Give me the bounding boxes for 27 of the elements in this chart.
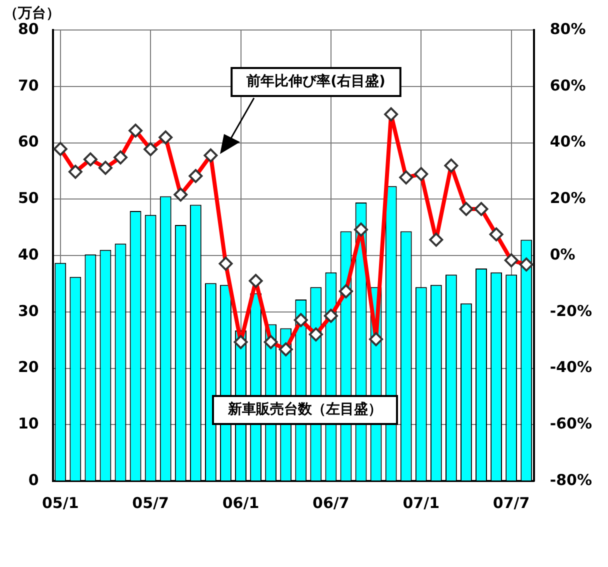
y-tick-label: 20 xyxy=(18,358,39,376)
x-tick-label: 07/7 xyxy=(492,494,530,512)
y-tick-label: 30 xyxy=(18,302,39,320)
x-tick-label: 06/1 xyxy=(222,494,260,512)
x-tick-label: 07/1 xyxy=(402,494,440,512)
x-tick-label: 06/7 xyxy=(312,494,350,512)
y2-tick-label: -20% xyxy=(550,302,592,320)
y2-tick-label: -40% xyxy=(550,358,592,376)
y-tick-label: 70 xyxy=(18,76,39,94)
y-axis-title: （万台） xyxy=(4,6,60,22)
y-tick-label: 60 xyxy=(18,132,39,151)
x-tick-label: 05/7 xyxy=(132,494,169,512)
y2-tick-label: 60% xyxy=(550,76,586,94)
y-tick-label: 50 xyxy=(18,189,39,208)
x-tick-label: 05/1 xyxy=(42,494,79,512)
y-tick-label: 10 xyxy=(18,414,39,433)
y2-tick-label: -60% xyxy=(550,414,592,433)
y-tick-label: 80 xyxy=(18,20,39,38)
series-label: 前年比伸び率(右目盛) xyxy=(246,72,386,90)
y2-tick-label: 80% xyxy=(550,20,586,38)
series-label: 新車販売台数（左目盛） xyxy=(227,400,382,418)
y2-tick-label: 20% xyxy=(550,189,586,208)
y-tick-label: 40 xyxy=(18,245,39,264)
y2-tick-label: 40% xyxy=(550,132,586,151)
y2-tick-label: -80% xyxy=(550,470,592,489)
y-tick-label: 0 xyxy=(28,470,39,489)
y2-tick-label: 0% xyxy=(550,245,576,264)
